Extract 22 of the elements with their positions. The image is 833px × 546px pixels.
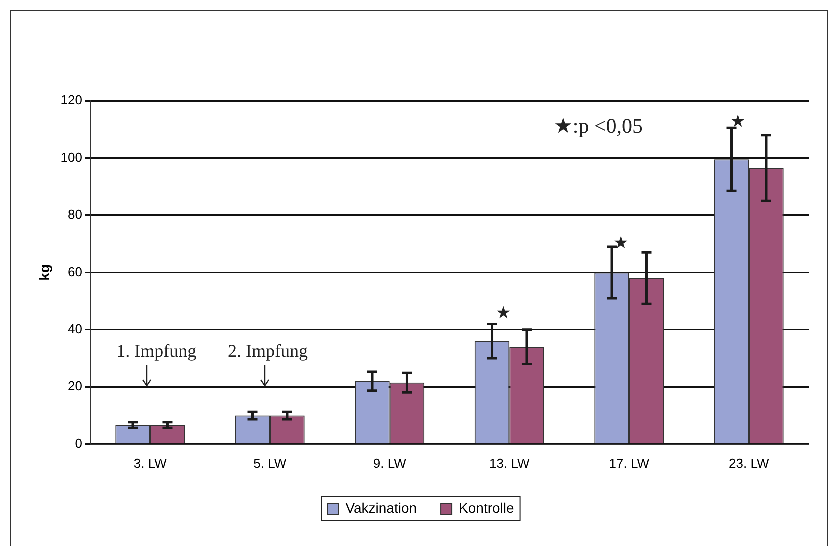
x-tick-label: 13. LW — [490, 456, 530, 471]
y-tick-label: 0 — [75, 436, 82, 451]
x-tick-label: 9. LW — [373, 456, 408, 471]
x-tick-label: 23. LW — [729, 456, 770, 471]
y-tick-label: 20 — [68, 378, 82, 394]
legend-label: Vakzination — [346, 500, 418, 516]
y-tick-label: 80 — [68, 207, 82, 222]
annotation: ★ — [730, 112, 746, 132]
x-tick-label: 3. LW — [134, 456, 168, 471]
y-axis-title: kg — [36, 264, 52, 281]
x-tick-label: 17. LW — [609, 456, 650, 471]
annotation: ★:p <0,05 — [554, 114, 644, 138]
annotation: ★ — [613, 233, 628, 252]
y-tick-label: 40 — [68, 322, 82, 337]
y-tick-label: 100 — [60, 150, 82, 165]
annotation: 2. Impfung — [228, 341, 308, 362]
legend-label: Kontrolle — [459, 500, 515, 516]
y-tick-label: 60 — [68, 264, 82, 280]
y-tick-label: 120 — [60, 92, 82, 108]
annotation: 1. Impfung — [116, 341, 197, 362]
annotation: ★ — [496, 303, 512, 322]
x-tick-label: 5. LW — [254, 456, 288, 471]
